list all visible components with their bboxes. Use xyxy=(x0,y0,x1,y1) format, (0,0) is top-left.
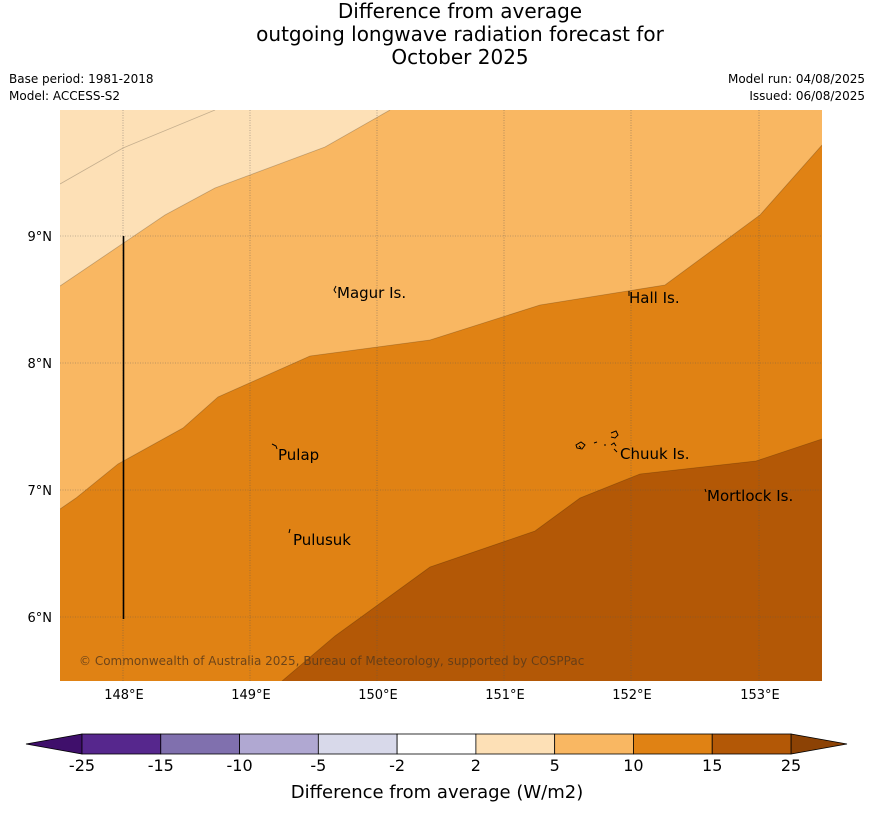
colorbar-swatch xyxy=(475,733,556,755)
lat-tick-7: 7°N xyxy=(28,484,53,499)
band-5-10 xyxy=(60,110,822,509)
colorbar-swatch xyxy=(711,733,792,755)
band-2-5 xyxy=(60,110,390,286)
lat-tick-9: 9°N xyxy=(28,230,53,245)
colorbar-tick-label: -10 xyxy=(226,756,252,775)
title-line-3: October 2025 xyxy=(391,45,529,69)
band-15-25 xyxy=(282,439,822,681)
colorbar: -25 -15 -10 -5 -2 2 5 10 15 25 xyxy=(25,733,848,775)
place-label-chuuk: Chuuk Is. xyxy=(620,445,689,463)
lon-tick-151: 151°E xyxy=(485,688,525,703)
colorbar-swatch xyxy=(239,733,319,755)
colorbar-tick-label: -25 xyxy=(69,756,95,775)
colorbar-tick-label: -2 xyxy=(389,756,405,775)
place-label-pulap: Pulap xyxy=(278,446,319,464)
colorbar-tick-label: -5 xyxy=(310,756,326,775)
colorbar-swatch xyxy=(633,733,713,755)
lat-tick-6: 6°N xyxy=(28,611,53,626)
colorbar-tick-label: 2 xyxy=(471,756,481,775)
place-label-hall: Hall Is. xyxy=(629,289,680,307)
lat-tick-8: 8°N xyxy=(28,357,53,372)
colorbar-swatch xyxy=(554,733,634,755)
chart-title: Difference from average outgoing longwav… xyxy=(0,0,873,69)
issued-text: Issued: 06/08/2025 xyxy=(749,89,865,103)
title-line-2: outgoing longwave radiation forecast for xyxy=(256,22,664,46)
colorbar-tick-label: 25 xyxy=(781,756,801,775)
island-outlines xyxy=(271,285,707,534)
lon-axis: 148°E 149°E 150°E 151°E 152°E 153°E xyxy=(104,688,780,703)
colorbar-extend-high xyxy=(790,733,848,755)
colorbar-extend-low xyxy=(25,733,83,755)
colorbar-swatch xyxy=(317,733,398,755)
copyright-text: © Commonwealth of Australia 2025, Bureau… xyxy=(79,654,584,668)
place-label-magur: Magur Is. xyxy=(337,284,406,302)
map-area: Magur Is. Hall Is. Pulap Chuuk Is. Mortl… xyxy=(60,110,822,681)
colorbar-tick-label: 10 xyxy=(623,756,643,775)
colorbar-tick-label: 15 xyxy=(702,756,722,775)
colorbar-swatch xyxy=(160,733,240,755)
colorbar-tick-label: 5 xyxy=(550,756,560,775)
colorbar-title: Difference from average (W/m2) xyxy=(291,782,583,803)
model-run-text: Model run: 04/08/2025 xyxy=(727,72,865,86)
colorbar-swatch xyxy=(81,733,162,755)
colorbar-tick-label: -15 xyxy=(148,756,174,775)
base-period-text: Base period: 1981-2018 xyxy=(9,72,154,86)
lat-axis: 9°N 8°N 7°N 6°N xyxy=(28,230,53,626)
lon-tick-152: 152°E xyxy=(612,688,652,703)
lon-tick-148: 148°E xyxy=(104,688,144,703)
meta-right: Model run: 04/08/2025 Issued: 06/08/2025 xyxy=(728,71,865,105)
meta-left: Base period: 1981-2018 Model: ACCESS-S2 xyxy=(9,71,154,105)
lon-tick-153: 153°E xyxy=(740,688,780,703)
place-label-mortlock: Mortlock Is. xyxy=(707,487,793,505)
place-label-pulusuk: Pulusuk xyxy=(293,531,351,549)
title-line-1: Difference from average xyxy=(337,0,583,23)
lon-tick-150: 150°E xyxy=(358,688,398,703)
colorbar-swatch xyxy=(396,733,477,755)
model-text: Model: ACCESS-S2 xyxy=(9,89,121,103)
lon-tick-149: 149°E xyxy=(231,688,271,703)
